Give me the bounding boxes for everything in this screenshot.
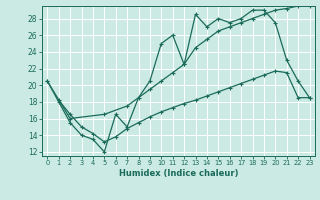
X-axis label: Humidex (Indice chaleur): Humidex (Indice chaleur) xyxy=(119,169,238,178)
